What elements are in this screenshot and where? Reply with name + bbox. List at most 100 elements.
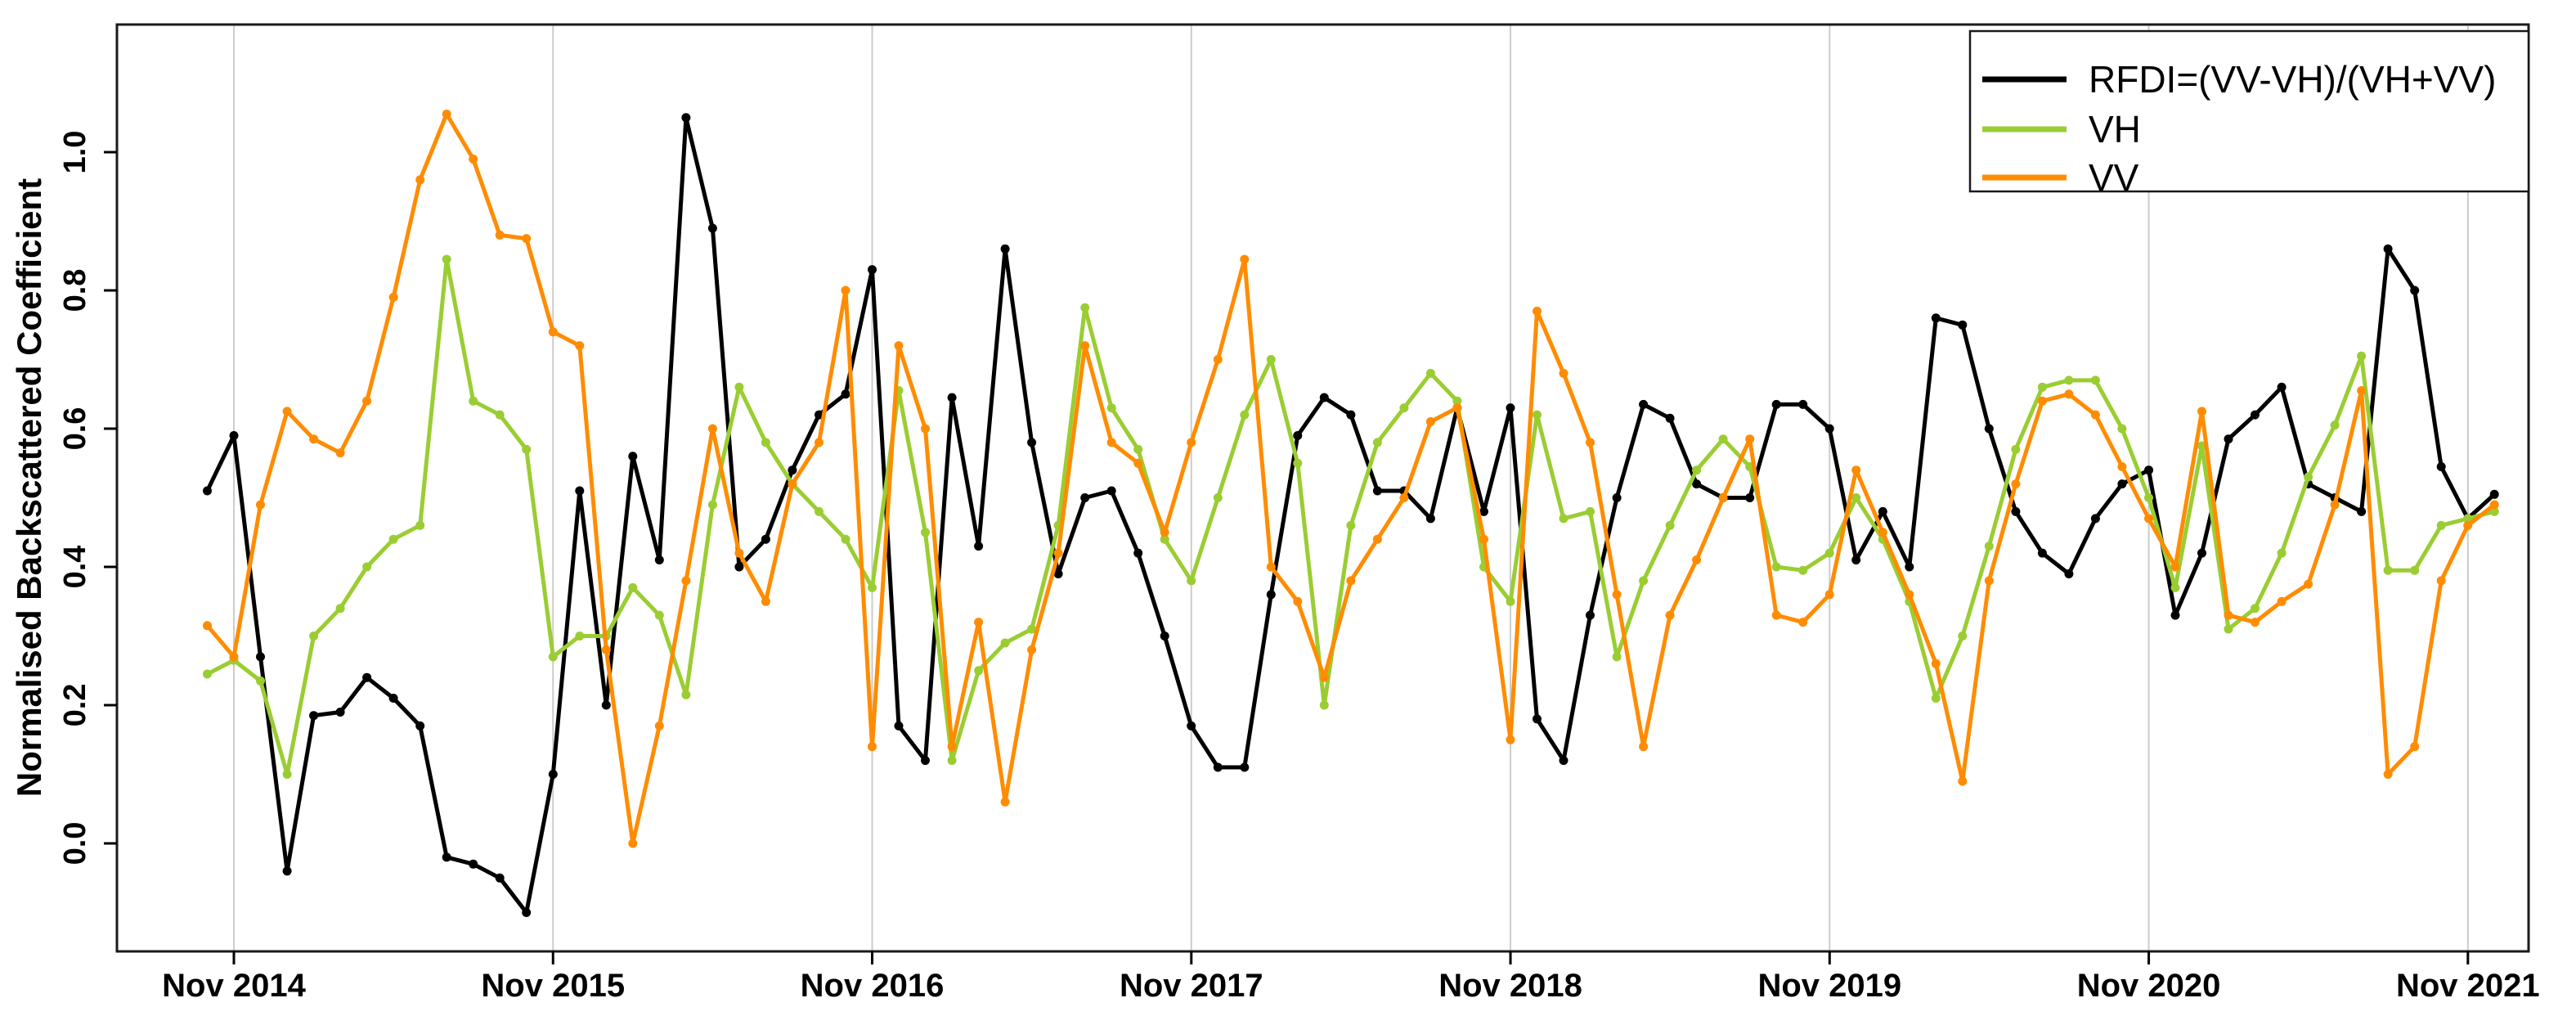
data-point <box>1533 714 1542 724</box>
data-point <box>203 621 212 631</box>
data-point <box>388 534 398 544</box>
data-point <box>1665 610 1675 620</box>
data-point <box>1905 590 1914 600</box>
data-point <box>1798 399 1808 409</box>
data-point <box>2011 444 2021 454</box>
data-point <box>495 230 505 240</box>
data-point <box>2277 548 2287 558</box>
data-point <box>2357 386 2367 395</box>
data-point <box>1266 562 1276 572</box>
data-series <box>203 110 2499 917</box>
data-point <box>841 389 850 399</box>
data-point <box>2170 562 2180 572</box>
data-point <box>522 444 532 454</box>
data-point <box>1027 624 1037 634</box>
data-point <box>309 434 319 444</box>
data-point <box>1213 493 1223 502</box>
data-point <box>203 486 212 496</box>
data-point <box>2144 493 2153 502</box>
x-tick-label: Nov 2021 <box>2396 968 2540 1004</box>
data-point <box>388 694 398 703</box>
data-point <box>1824 424 1834 434</box>
data-point <box>2090 514 2100 524</box>
data-point <box>1160 528 1169 537</box>
data-point <box>1771 610 1781 620</box>
data-point <box>469 396 478 406</box>
data-point <box>548 327 558 337</box>
data-point <box>1586 506 1595 516</box>
data-point <box>2489 489 2499 499</box>
data-point <box>1931 694 1941 703</box>
data-point <box>282 407 292 416</box>
data-point <box>1878 528 1887 537</box>
data-point <box>654 721 664 731</box>
legend: RFDI=(VV-VH)/(VH+VV) VH VV <box>1968 29 2530 199</box>
data-point <box>1798 565 1808 575</box>
data-point <box>894 721 904 731</box>
data-point <box>1452 396 1462 406</box>
data-point <box>707 424 717 434</box>
data-point <box>788 479 797 489</box>
data-point <box>2410 285 2420 295</box>
data-point <box>1160 534 1169 544</box>
data-point <box>2410 565 2420 575</box>
data-point <box>2330 420 2340 430</box>
data-point <box>548 652 558 662</box>
data-point <box>1533 410 1542 420</box>
data-point <box>575 632 585 641</box>
legend-item-vh: VH <box>1982 108 2141 151</box>
data-point <box>522 908 532 917</box>
data-point <box>1984 542 1994 551</box>
data-point <box>1718 493 1728 502</box>
data-point <box>1319 700 1329 710</box>
y-axis-title: Normalised Backscattered Coefficient <box>10 178 48 797</box>
legend-box <box>1968 29 2530 193</box>
data-point <box>868 582 877 592</box>
y-tick-label: 0.0 <box>58 822 92 865</box>
data-point <box>1984 424 1994 434</box>
data-point <box>2489 500 2499 510</box>
data-point <box>2383 244 2393 254</box>
data-point <box>1053 569 1063 578</box>
x-tick-label: Nov 2020 <box>2077 968 2221 1004</box>
data-point <box>1027 645 1037 654</box>
data-point <box>2037 396 2047 406</box>
data-point <box>2117 424 2127 434</box>
data-point <box>1425 417 1435 426</box>
data-point <box>1106 403 1116 413</box>
data-point <box>335 604 345 614</box>
data-point <box>1213 762 1223 772</box>
data-point <box>2383 770 2393 779</box>
data-point <box>575 486 585 496</box>
data-point <box>1958 776 1968 786</box>
legend-label-vh: VH <box>2089 108 2141 151</box>
data-point <box>2064 389 2074 399</box>
data-point <box>442 852 451 862</box>
data-point <box>1000 638 1010 648</box>
data-point <box>788 465 797 475</box>
data-point <box>1824 548 1834 558</box>
legend-item-rfdi: RFDI=(VV-VH)/(VH+VV) <box>1982 58 2496 101</box>
data-point <box>921 528 930 537</box>
data-point <box>654 555 664 564</box>
data-point <box>1745 493 1755 502</box>
legend-item-vv: VV <box>1982 156 2139 199</box>
data-point <box>1665 520 1675 530</box>
data-point <box>1479 534 1488 544</box>
plot-frame <box>115 23 2530 953</box>
data-point <box>1187 721 1196 731</box>
data-point <box>601 700 611 710</box>
data-point <box>2463 514 2473 524</box>
data-point <box>1399 493 1409 502</box>
data-point <box>894 341 904 351</box>
data-point <box>2357 351 2367 361</box>
data-point <box>1053 548 1063 558</box>
x-tick-label: Nov 2014 <box>162 968 306 1004</box>
data-point <box>734 548 744 558</box>
y-tick-label: 1.0 <box>58 131 92 174</box>
data-point <box>1586 610 1595 620</box>
data-point <box>974 618 984 627</box>
data-point <box>681 690 691 699</box>
data-point <box>1266 590 1276 600</box>
